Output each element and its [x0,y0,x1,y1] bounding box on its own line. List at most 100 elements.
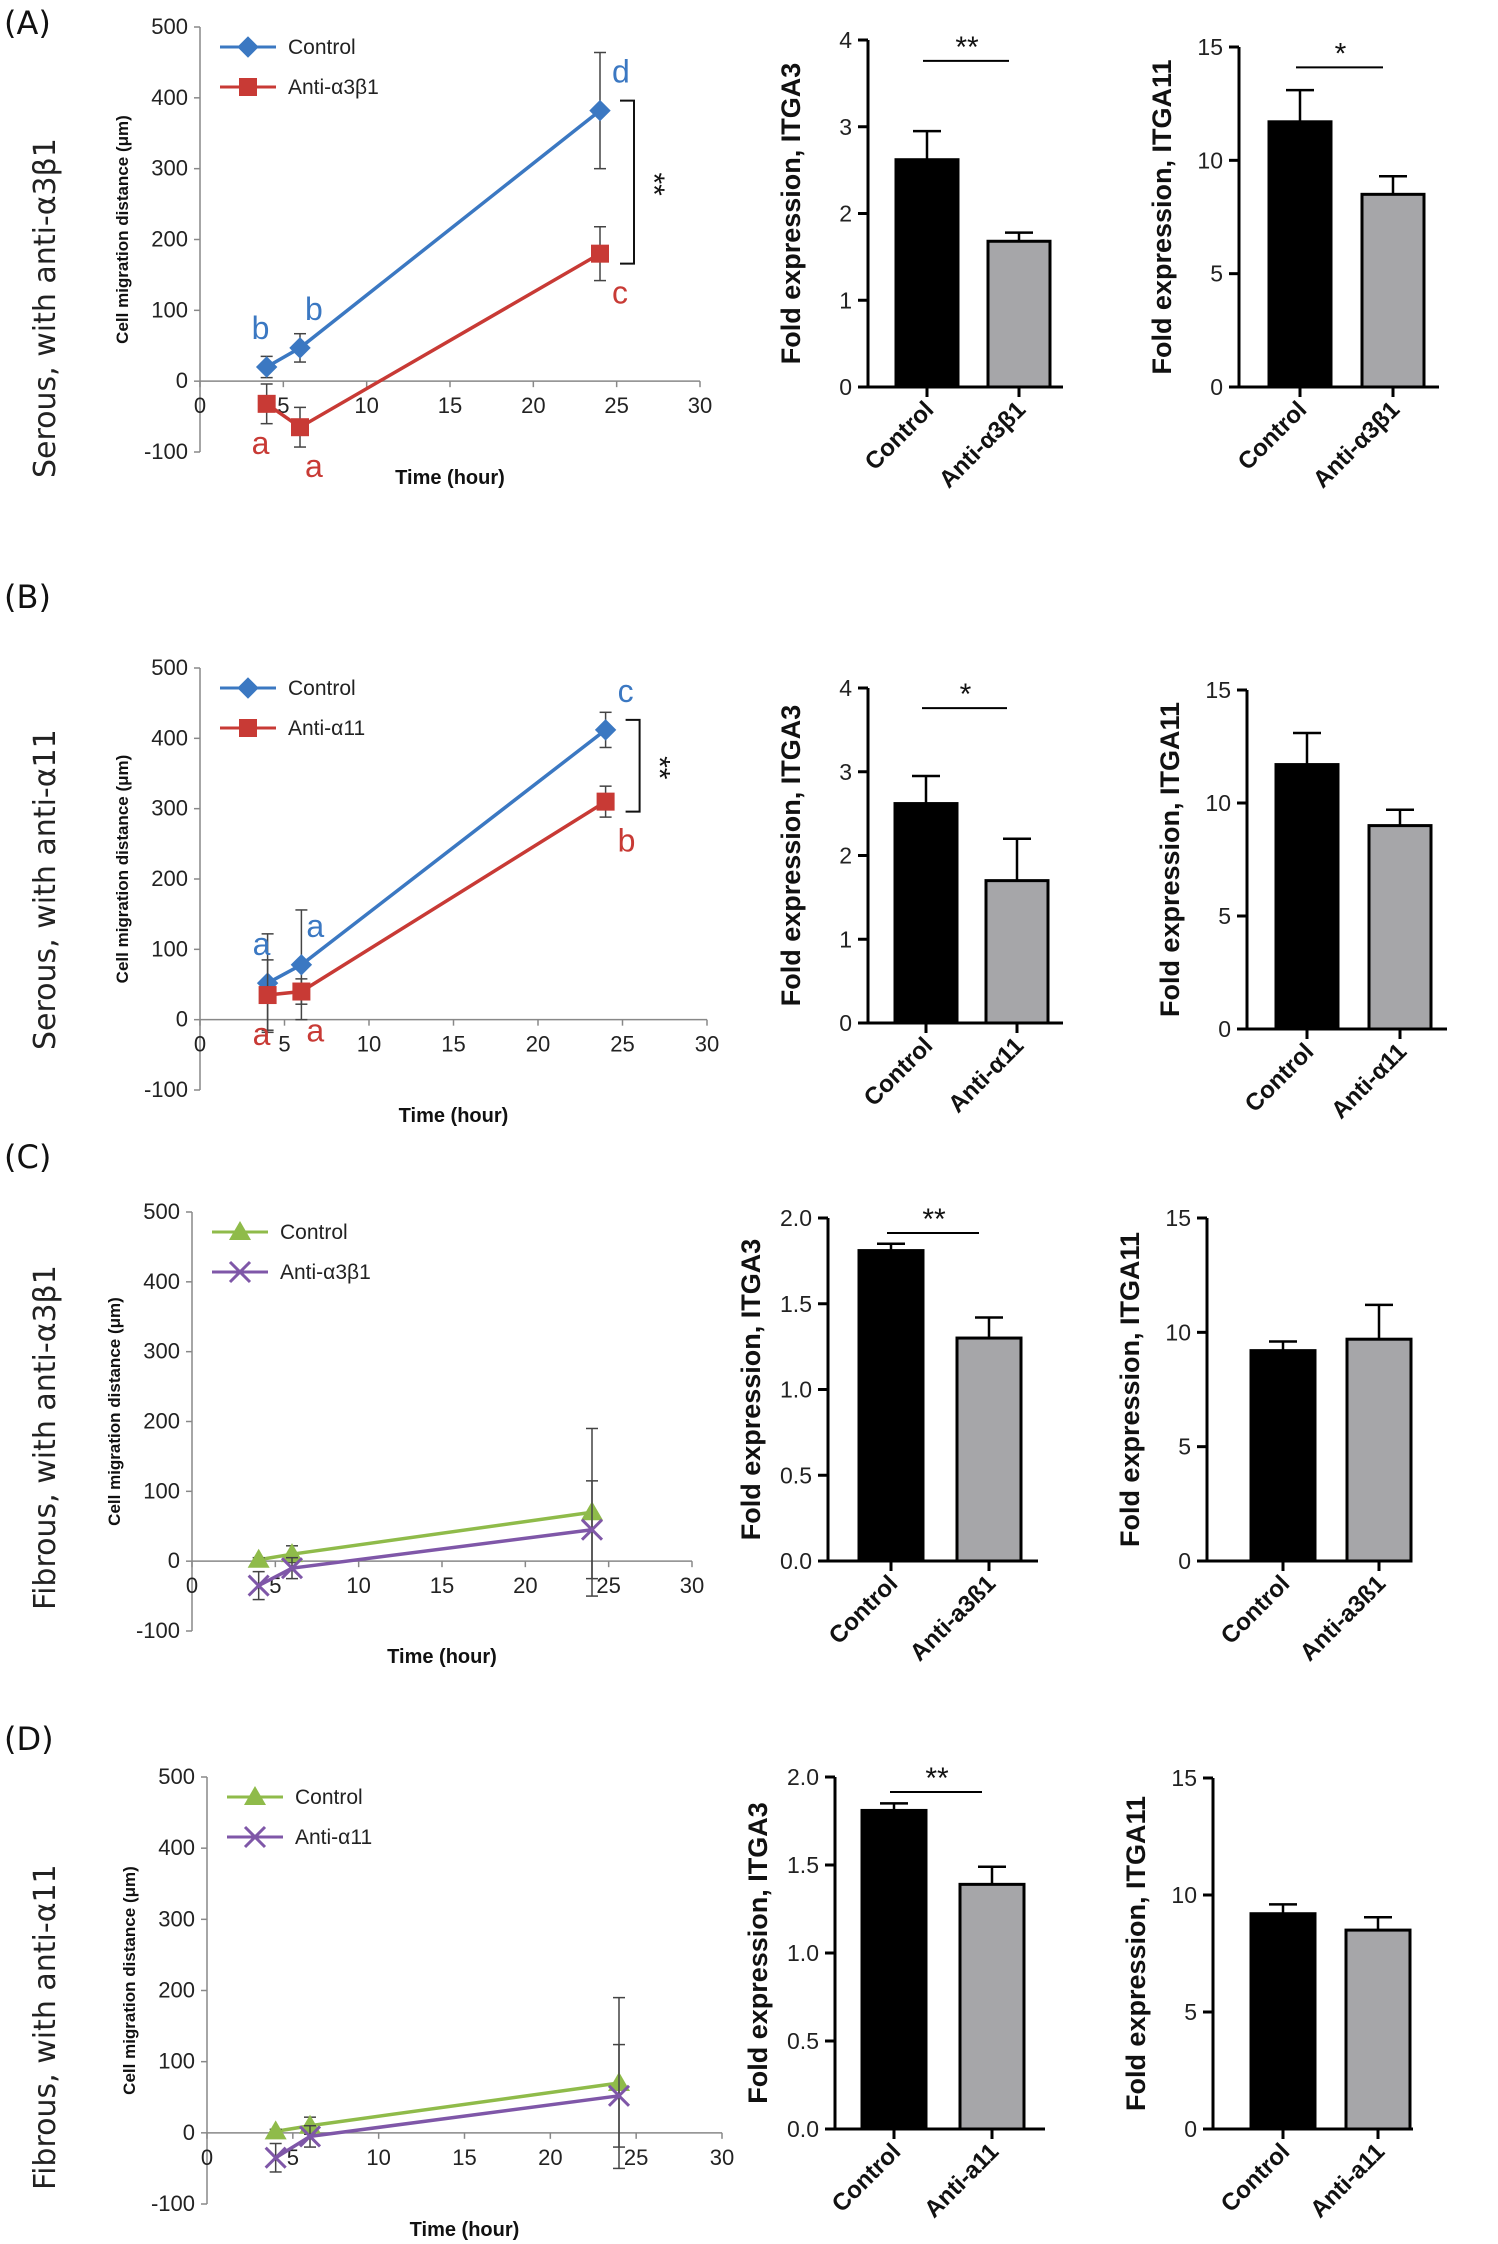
x-axis-title: Time (hour) [410,2219,520,2241]
y-tick-label: 300 [151,796,188,821]
legend-label: Control [288,36,356,59]
bar-treatment [984,879,1050,1025]
data-point [264,2146,287,2169]
series-line-1 [257,1528,593,1588]
legend-marker [243,1825,267,1849]
y-tick-label: 5 [1178,1434,1191,1460]
chart-b-bar-5: 0 5 10 15 Fold expression, ITGA11 Control Anti… [1155,677,1447,1124]
y-tick-label: 400 [151,85,188,110]
y-tick-label: 2.0 [787,1764,819,1790]
y-tick-label: 1.5 [780,1291,812,1317]
legend-marker [244,1786,266,1805]
significance-letter: a [253,926,271,962]
category-label: Anti-a3ß1 [905,1570,1001,1666]
x-tick-label: 5 [287,2145,299,2170]
y-tick-label: 200 [158,1978,195,2003]
y-tick-label: -100 [144,1077,188,1102]
significance-letter: b [305,291,323,327]
significance-letter: c [618,673,634,709]
category-label: Control [860,396,939,475]
legend-marker [239,719,257,737]
y-tick-label: 1 [839,287,852,313]
y-axis-title: Fold expression, ITGA3 [776,705,806,1007]
y-tick-label: 0 [176,1007,188,1032]
significance-letter: d [612,54,630,90]
x-tick-label: 15 [430,1573,454,1598]
y-tick-label: 2 [839,843,852,869]
x-tick-label: 15 [441,1032,465,1057]
bar-treatment [958,1882,1026,2131]
category-label: Anti-a3ß1 [1295,1570,1391,1666]
x-tick-label: 20 [521,393,545,418]
y-tick-label: 400 [143,1269,180,1294]
series-line-0 [266,728,607,985]
series-line-0 [265,109,602,369]
chart-d-bar-10: 0.0 0.5 1.0 1.5 2.0 Fold expression, ITGA3 Con… [743,1762,1045,2223]
bar-control [1267,120,1333,389]
y-axis-title: Fold expression, ITGA11 [1147,59,1177,374]
significance-bracket [620,99,635,265]
x-tick-label: 30 [695,1032,719,1057]
panel-label-d: (D) [4,1720,54,1758]
legend-label: Anti-α3β1 [280,1261,371,1284]
significance-letter: b [618,823,636,859]
x-tick-label: 10 [354,393,378,418]
y-tick-label: 100 [143,1478,180,1503]
y-axis-title: Fold expression, ITGA3 [736,1239,766,1541]
legend-label: Anti-α11 [295,1826,372,1849]
data-point [594,719,617,741]
data-point [607,2084,631,2107]
significance-stars: ** [637,172,670,196]
y-tick-label: 10 [1205,790,1231,816]
legend-label: Anti-α11 [288,717,365,740]
y-tick-label: 0 [1184,2116,1197,2142]
data-point [291,418,309,437]
chart-c-bar-8: 0 5 10 15 Fold expression, ITGA11 Control Anti… [1115,1205,1413,1667]
category-label: Anti-α11 [1326,1038,1412,1124]
data-point [255,356,278,378]
significance-stars: * [960,678,972,711]
y-tick-label: 0 [168,1548,180,1573]
x-tick-label: 10 [357,1032,381,1057]
significance-letter: a [252,425,270,461]
y-tick-label: 10 [1165,1319,1191,1345]
y-tick-label: 4 [839,27,852,53]
category-label: Anti-α3β1 [934,396,1031,493]
chart-d-bar-11: 0 5 10 15 Fold expression, ITGA11 Control Anti… [1121,1765,1413,2223]
y-tick-label: 0.5 [787,2028,819,2054]
legend-marker [228,1260,252,1284]
category-label: Control [824,1570,903,1649]
y-tick-label: 1 [839,926,852,952]
x-tick-label: 25 [610,1032,634,1057]
legend-label: Control [295,1786,363,1809]
y-tick-label: 500 [158,1764,195,1789]
y-axis-title: Cell migration distance (μm) [113,755,132,984]
bar-treatment [1367,824,1433,1031]
panel-label-a: (A) [4,4,51,42]
legend-marker [229,1221,251,1240]
y-tick-label: 15 [1197,34,1223,60]
y-tick-label: 500 [143,1199,180,1224]
x-tick-label: 30 [680,1573,704,1598]
significance-bracket [625,718,641,813]
y-tick-label: 300 [143,1339,180,1364]
y-tick-label: 500 [151,655,188,680]
x-tick-label: 0 [186,1573,198,1598]
y-tick-label: 200 [151,227,188,252]
significance-letter: a [305,448,323,484]
y-axis-title: Fold expression, ITGA11 [1155,702,1185,1017]
y-tick-label: 0 [183,2120,195,2145]
bar-control [860,1808,928,2131]
data-point [280,1557,304,1580]
x-tick-label: 0 [201,2145,213,2170]
bar-treatment [986,239,1052,389]
significance-stars: ** [643,756,676,780]
chart-a-bar-1: 0 1 2 3 4 Fold expression, ITGA3 ControlAnti-α… [776,27,1063,494]
y-tick-label: 200 [151,866,188,891]
chart-b-bar-4: 0 1 2 3 4 Fold expression, ITGA3 Control Anti-α… [776,675,1063,1118]
series-line-1 [265,252,601,430]
